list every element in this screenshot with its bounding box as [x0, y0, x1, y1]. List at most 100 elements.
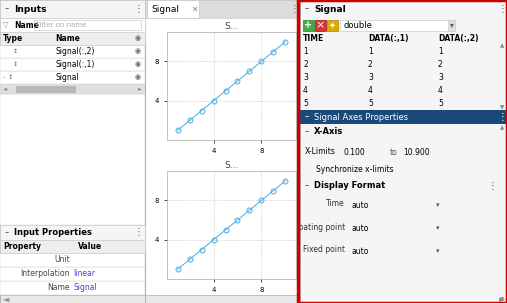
Bar [315, 19, 326, 31]
Bar [16, 85, 76, 92]
Text: ⋮: ⋮ [134, 4, 144, 14]
Text: Value: Value [78, 242, 102, 251]
Text: ⋮: ⋮ [134, 228, 144, 238]
Bar [348, 200, 438, 211]
Bar [0, 295, 145, 303]
Text: ▼: ▼ [500, 298, 504, 302]
Bar [34, 20, 141, 30]
Text: TIME: TIME [303, 34, 324, 43]
Text: auto: auto [351, 224, 369, 233]
Bar [340, 19, 455, 31]
Title: S...: S... [224, 161, 239, 170]
Bar [300, 295, 507, 303]
Bar [300, 124, 497, 140]
Bar [0, 45, 145, 58]
Text: ◉: ◉ [135, 75, 141, 81]
Bar [0, 32, 145, 45]
Text: 10.900: 10.900 [403, 148, 429, 157]
Bar [300, 45, 497, 58]
Bar [300, 0, 507, 303]
Text: ↕: ↕ [13, 62, 18, 67]
Text: double: double [343, 21, 372, 29]
Text: –: – [305, 181, 309, 191]
Text: 3: 3 [368, 73, 373, 82]
Bar [300, 71, 497, 84]
Bar [498, 134, 506, 148]
Text: Floating point: Floating point [292, 222, 345, 231]
Text: 3: 3 [303, 73, 308, 82]
Text: ▼: ▼ [500, 105, 504, 111]
Text: Signal Axes Properties: Signal Axes Properties [314, 112, 408, 122]
Bar [300, 193, 497, 216]
Bar [145, 0, 300, 303]
Bar [300, 262, 497, 295]
Text: 1: 1 [303, 47, 308, 56]
Text: ✦: ✦ [329, 21, 336, 29]
Text: –: – [305, 112, 309, 122]
Bar [0, 267, 145, 281]
Bar [401, 147, 446, 158]
Text: ◄: ◄ [3, 86, 7, 92]
Text: 2: 2 [438, 60, 443, 69]
Bar [300, 18, 507, 32]
Text: ✕: ✕ [191, 5, 197, 14]
Text: Signal(:,2): Signal(:,2) [55, 47, 94, 56]
Text: Synchronize x-limits: Synchronize x-limits [316, 165, 393, 174]
Bar [0, 71, 145, 84]
Bar [431, 223, 444, 234]
Text: ⋮: ⋮ [497, 112, 507, 122]
Text: 1: 1 [368, 47, 373, 56]
Bar [0, 225, 145, 240]
Text: 2: 2 [368, 60, 373, 69]
Text: ×: × [316, 20, 325, 30]
Text: ▾: ▾ [450, 21, 453, 29]
Text: ▾: ▾ [436, 248, 439, 255]
Text: Unit: Unit [54, 255, 70, 265]
Text: Type: Type [3, 34, 23, 43]
Text: 4: 4 [368, 86, 373, 95]
Bar [0, 84, 145, 94]
Bar [497, 124, 507, 303]
Bar [327, 19, 338, 31]
Text: Property: Property [3, 242, 41, 251]
Bar [298, 0, 507, 303]
Text: –: – [5, 5, 9, 14]
Text: Fixed point: Fixed point [303, 245, 345, 255]
Text: Time: Time [327, 199, 345, 208]
Text: Signal: Signal [55, 73, 79, 82]
Bar [498, 45, 506, 53]
Text: auto: auto [351, 201, 369, 210]
Bar [0, 240, 145, 253]
Text: Display Format: Display Format [314, 181, 385, 191]
Text: ►: ► [138, 86, 142, 92]
Bar [0, 58, 145, 71]
Text: X-Axis: X-Axis [314, 128, 343, 136]
Text: Name: Name [14, 21, 39, 29]
Text: ▲: ▲ [500, 125, 504, 131]
Bar [300, 179, 497, 193]
Text: X-Limits: X-Limits [305, 146, 336, 155]
Text: Input Properties: Input Properties [14, 228, 92, 237]
Text: 3: 3 [438, 73, 443, 82]
Text: ◄: ◄ [3, 295, 10, 303]
Text: Signal: Signal [73, 284, 97, 292]
Bar [300, 140, 497, 163]
Text: ◉: ◉ [135, 62, 141, 68]
Bar [300, 84, 497, 97]
Bar [305, 165, 313, 174]
Title: S...: S... [224, 22, 239, 31]
Text: ▽: ▽ [3, 22, 9, 28]
Text: DATA(:,2): DATA(:,2) [438, 34, 479, 43]
Text: Signal: Signal [151, 5, 179, 14]
Bar [342, 147, 387, 158]
Text: ↕: ↕ [13, 49, 18, 54]
Bar [0, 281, 145, 295]
Bar [300, 0, 507, 18]
Text: Signal: Signal [314, 5, 346, 14]
Text: 4: 4 [438, 86, 443, 95]
Text: ▾: ▾ [436, 225, 439, 231]
Bar [431, 246, 444, 257]
Text: Signal(:,1): Signal(:,1) [55, 60, 94, 69]
Text: Filter on name: Filter on name [36, 22, 86, 28]
Text: ►: ► [499, 295, 505, 303]
